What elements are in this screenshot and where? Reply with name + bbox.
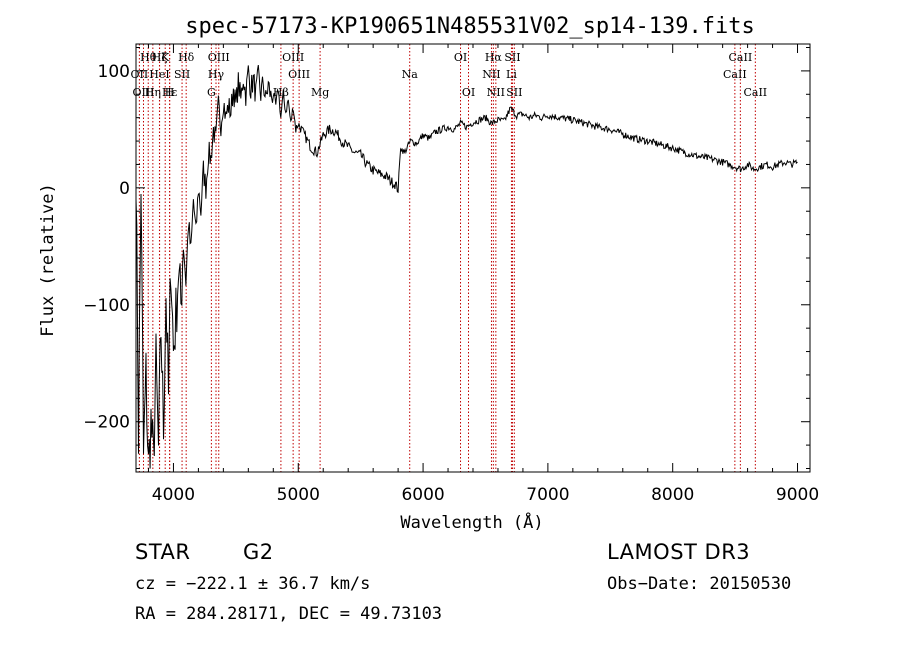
line-marker-label: NII xyxy=(487,86,505,99)
line-marker-label: OIII xyxy=(282,51,304,64)
line-marker-label: Hγ xyxy=(208,68,225,81)
line-marker-label: HeI xyxy=(149,68,169,81)
line-marker-label: OI xyxy=(462,86,475,99)
line-marker-label: Hα xyxy=(485,51,503,64)
line-markers xyxy=(138,44,756,472)
line-marker-label: OIII xyxy=(288,68,310,81)
x-tick-label: 5000 xyxy=(277,485,320,505)
y-tick-label: −200 xyxy=(83,413,130,433)
line-marker-label: Na xyxy=(402,68,419,81)
line-marker-label: Hε xyxy=(162,86,178,99)
x-axis-ticks: 4000 5000 6000 7000 8000 9000 xyxy=(147,44,819,505)
line-marker-label: SII xyxy=(504,51,520,64)
x-tick-label: 6000 xyxy=(401,485,444,505)
line-marker-label: OIII xyxy=(208,51,230,64)
line-marker-label: OIII xyxy=(132,86,154,99)
line-marker-label: H xyxy=(165,86,175,99)
y-tick-label: 0 xyxy=(119,179,130,199)
line-marker-label: Hθ xyxy=(140,51,157,64)
object-class: STAR xyxy=(135,540,191,564)
line-marker-label: OI xyxy=(454,51,467,64)
line-marker-label: Hζ xyxy=(152,51,168,64)
line-marker-label: OII xyxy=(131,68,149,81)
survey-name: LAMOST DR3 xyxy=(607,540,751,564)
line-marker-label: Hδ xyxy=(178,51,195,64)
line-marker-label: Hη xyxy=(145,86,161,99)
x-tick-label: 8000 xyxy=(651,485,694,505)
line-marker-label: CaII xyxy=(743,86,767,99)
y-tick-label: 100 xyxy=(98,62,130,82)
chart-title: spec-57173-KP190651N485531V02_sp14-139.f… xyxy=(185,14,755,39)
line-marker-label: Li xyxy=(506,68,517,81)
spectrum-line xyxy=(135,65,798,469)
line-marker-label: NII xyxy=(482,68,500,81)
line-marker-label: Mg xyxy=(311,86,329,99)
y-tick-label: −100 xyxy=(83,296,130,316)
redshift-cz: cz = −222.1 ± 36.7 km/s xyxy=(135,574,371,594)
x-tick-label: 9000 xyxy=(776,485,819,505)
line-marker-label: SII xyxy=(174,68,190,81)
x-tick-label: 4000 xyxy=(152,485,195,505)
object-subclass: G2 xyxy=(243,540,274,564)
y-axis-label: Flux (relative) xyxy=(38,183,58,337)
plot-frame xyxy=(135,43,811,473)
obs-date: Obs−Date: 20150530 xyxy=(607,574,792,594)
line-marker-label: G xyxy=(207,86,216,99)
line-marker-label: SII xyxy=(506,86,522,99)
x-axis-label: Wavelength (Å) xyxy=(400,511,543,533)
line-marker-label: CaII xyxy=(723,68,747,81)
line-marker-label: K xyxy=(161,51,170,64)
x-tick-label: 7000 xyxy=(526,485,569,505)
line-marker-label: CaII xyxy=(729,51,753,64)
y-axis-ticks: −200 −100 0 100 xyxy=(83,47,810,469)
ra-dec-coords: RA = 284.28171, DEC = 49.73103 xyxy=(135,604,443,624)
